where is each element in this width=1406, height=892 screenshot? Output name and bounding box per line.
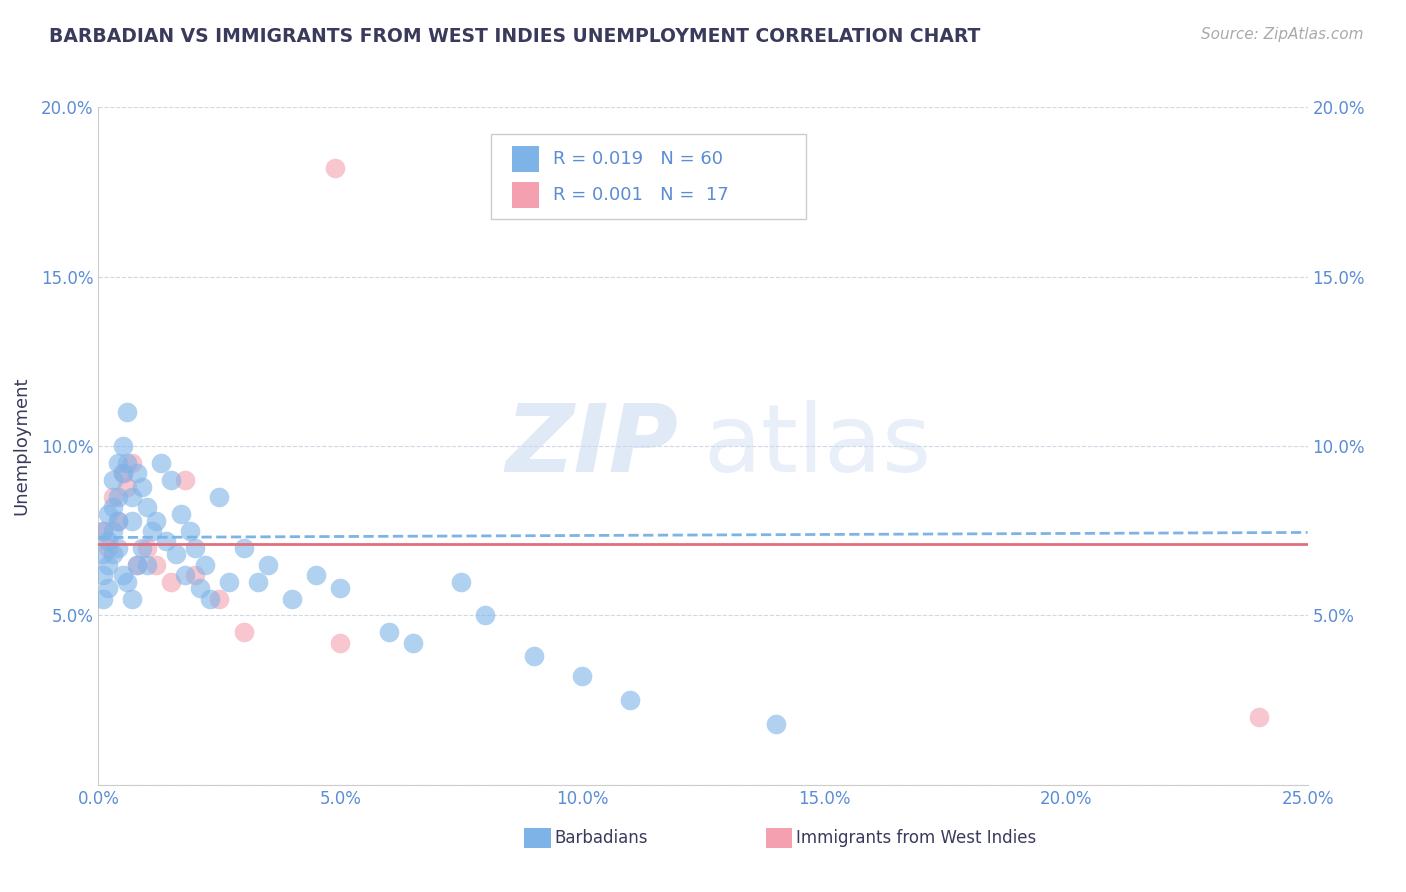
- Point: [145, 558, 167, 572]
- Point: [117, 574, 139, 589]
- Point: [117, 405, 139, 419]
- Point: [402, 635, 425, 649]
- Point: [91, 567, 114, 582]
- Point: [619, 693, 641, 707]
- Point: [208, 490, 231, 504]
- Point: [111, 567, 134, 582]
- Point: [91, 524, 114, 538]
- Point: [377, 625, 399, 640]
- Y-axis label: Unemployment: Unemployment: [11, 376, 30, 516]
- FancyBboxPatch shape: [492, 134, 806, 219]
- Point: [194, 558, 217, 572]
- Point: [97, 582, 120, 596]
- Point: [101, 524, 124, 538]
- Point: [765, 717, 787, 731]
- Point: [97, 533, 120, 548]
- Point: [174, 567, 197, 582]
- Point: [256, 558, 278, 572]
- Point: [131, 541, 153, 555]
- Point: [101, 490, 124, 504]
- Point: [91, 591, 114, 606]
- Point: [121, 591, 143, 606]
- Point: [450, 574, 472, 589]
- Point: [169, 507, 191, 521]
- Point: [107, 541, 129, 555]
- Point: [141, 524, 163, 538]
- Point: [165, 548, 187, 562]
- Point: [155, 533, 177, 548]
- Point: [135, 541, 157, 555]
- Text: ZIP: ZIP: [506, 400, 679, 492]
- Point: [247, 574, 270, 589]
- Point: [179, 524, 201, 538]
- Point: [198, 591, 221, 606]
- Point: [127, 558, 149, 572]
- Point: [145, 514, 167, 528]
- Bar: [512, 146, 538, 172]
- Text: Source: ZipAtlas.com: Source: ZipAtlas.com: [1201, 27, 1364, 42]
- Point: [127, 558, 149, 572]
- Point: [571, 669, 593, 683]
- Point: [232, 625, 254, 640]
- Point: [184, 541, 207, 555]
- Point: [188, 582, 211, 596]
- Point: [121, 490, 143, 504]
- Point: [127, 466, 149, 480]
- Point: [135, 558, 157, 572]
- Text: BARBADIAN VS IMMIGRANTS FROM WEST INDIES UNEMPLOYMENT CORRELATION CHART: BARBADIAN VS IMMIGRANTS FROM WEST INDIES…: [49, 27, 980, 45]
- Point: [97, 558, 120, 572]
- Point: [107, 490, 129, 504]
- Point: [117, 480, 139, 494]
- Point: [97, 507, 120, 521]
- Point: [101, 500, 124, 514]
- Point: [1249, 710, 1271, 724]
- Point: [91, 524, 114, 538]
- Point: [107, 514, 129, 528]
- Point: [111, 466, 134, 480]
- Point: [131, 480, 153, 494]
- Point: [117, 456, 139, 470]
- Point: [91, 548, 114, 562]
- Point: [523, 649, 546, 664]
- Point: [107, 456, 129, 470]
- Text: Immigrants from West Indies: Immigrants from West Indies: [796, 829, 1036, 847]
- Bar: [512, 182, 538, 208]
- Point: [111, 439, 134, 453]
- Point: [160, 574, 183, 589]
- Point: [160, 473, 183, 487]
- Point: [101, 548, 124, 562]
- Bar: [524, 828, 551, 848]
- Point: [101, 473, 124, 487]
- Text: Barbadians: Barbadians: [554, 829, 648, 847]
- Point: [150, 456, 173, 470]
- Text: R = 0.019   N = 60: R = 0.019 N = 60: [553, 150, 723, 169]
- Point: [135, 500, 157, 514]
- Point: [218, 574, 240, 589]
- Point: [97, 541, 120, 555]
- Point: [121, 514, 143, 528]
- Point: [184, 567, 207, 582]
- Point: [107, 514, 129, 528]
- Point: [305, 567, 328, 582]
- Point: [329, 582, 352, 596]
- Point: [474, 608, 496, 623]
- Point: [111, 466, 134, 480]
- Text: atlas: atlas: [703, 400, 931, 492]
- Point: [325, 161, 347, 175]
- Point: [208, 591, 231, 606]
- Point: [281, 591, 304, 606]
- Text: R = 0.001   N =  17: R = 0.001 N = 17: [553, 186, 728, 204]
- Point: [174, 473, 197, 487]
- Bar: [766, 828, 793, 848]
- Point: [121, 456, 143, 470]
- Point: [232, 541, 254, 555]
- Point: [329, 635, 352, 649]
